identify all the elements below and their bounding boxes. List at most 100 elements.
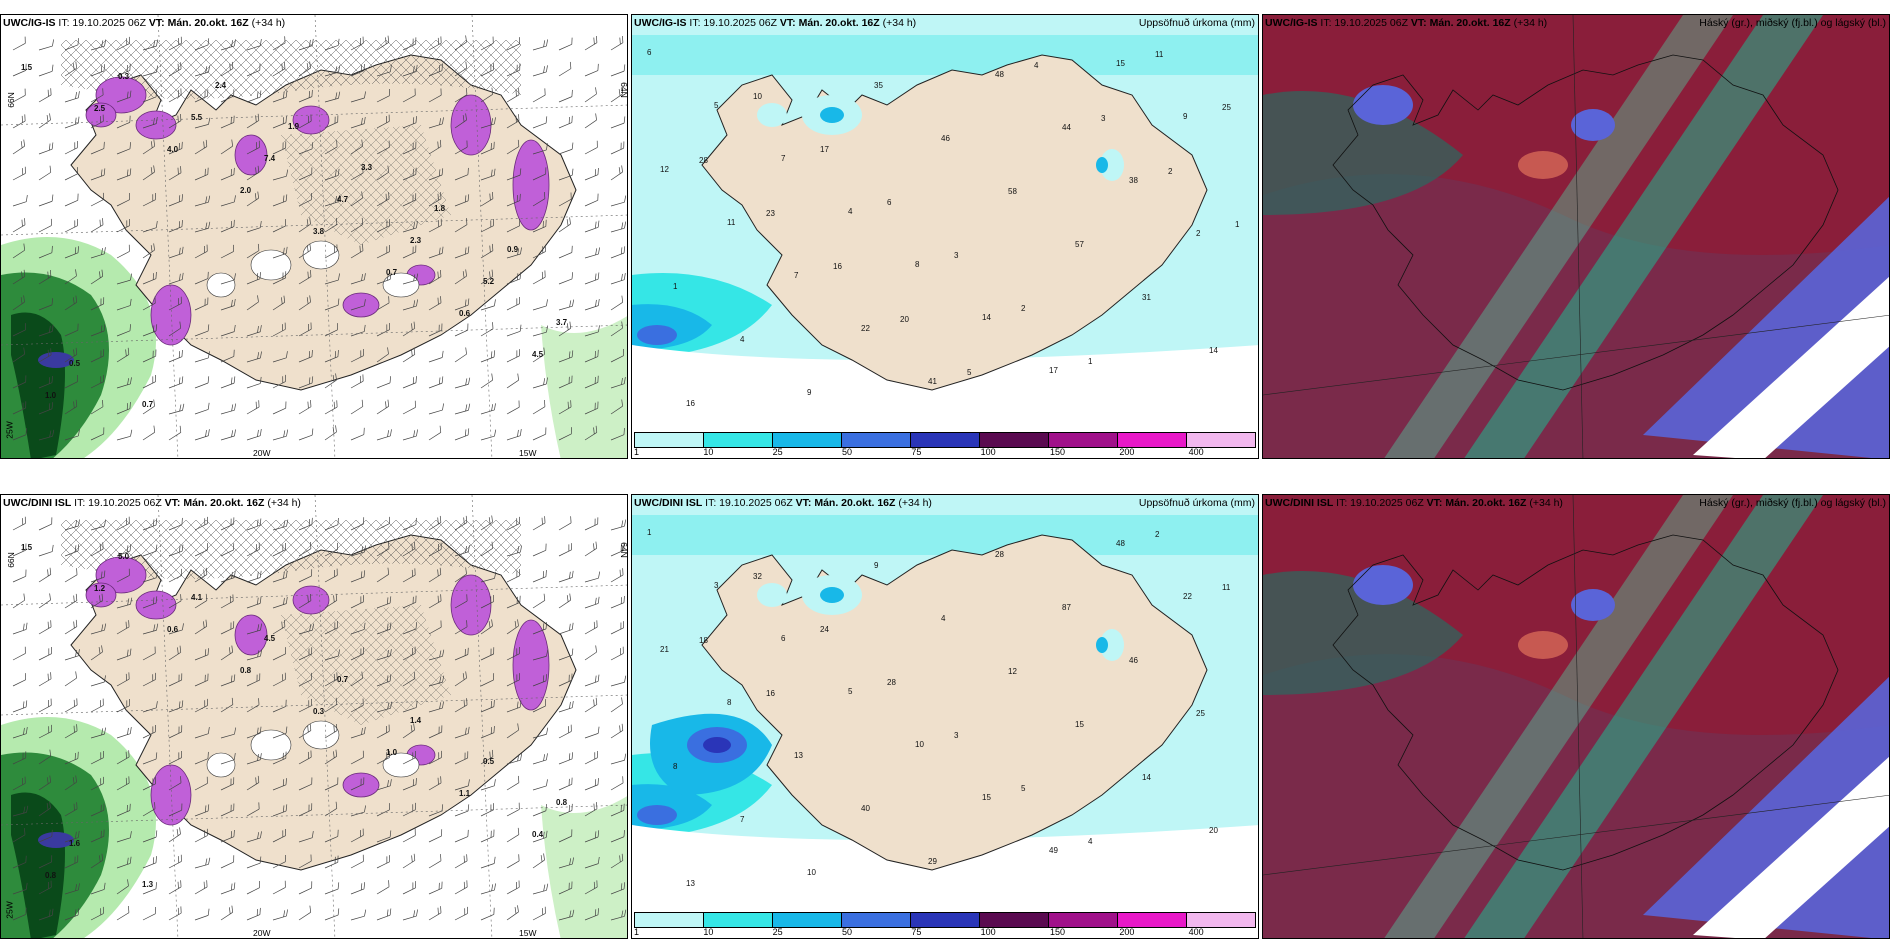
legend-swatch — [1118, 913, 1187, 927]
precip-label: 25 — [1222, 103, 1231, 112]
precip-label: 20 — [900, 315, 909, 324]
precip-label: 3 — [954, 731, 959, 740]
precip-label: 15 — [982, 793, 991, 802]
legend-swatch — [704, 433, 773, 447]
precip-label: 2 — [1155, 530, 1160, 539]
precip-label: 5 — [967, 368, 972, 377]
axis-lon-25w: 25W — [4, 421, 15, 439]
legend-swatch — [911, 913, 980, 927]
precip-label: 46 — [1129, 656, 1138, 665]
precip-label: 12 — [660, 165, 669, 174]
wind-label: 3.3 — [361, 163, 373, 172]
precip-label: 11 — [727, 218, 736, 227]
precip-label: 9 — [1183, 112, 1188, 121]
wind-label: 0.6 — [167, 625, 179, 634]
precip-label: 46 — [941, 134, 950, 143]
cloud-map — [1263, 15, 1889, 458]
precip-label: 17 — [1049, 366, 1058, 375]
panel-r2c2: UWC/DINI ISL IT: 19.10.2025 06Z VT: Mán.… — [631, 494, 1259, 939]
wind-label: 1.9 — [288, 122, 300, 131]
wind-label: 2.3 — [410, 236, 422, 245]
legend-swatch — [911, 433, 980, 447]
legend-tick-label: 400 — [1188, 447, 1204, 457]
precip-label: 48 — [995, 70, 1004, 79]
panel-r2c3: UWC/DINI ISL IT: 19.10.2025 06Z VT: Mán.… — [1262, 494, 1890, 939]
precip-label: 2 — [1196, 229, 1201, 238]
wind-label: 0.6 — [459, 309, 471, 318]
precip-label: 13 — [686, 879, 695, 888]
precip-label: 14 — [1142, 773, 1151, 782]
panel-variable-label: Háský (gr.), miðský (fj.bl.) og lágský (… — [1699, 497, 1886, 509]
wind-label: 5.2 — [483, 277, 495, 286]
legend-tick-label: 1 — [634, 927, 640, 937]
precip-label: 87 — [1062, 603, 1071, 612]
wind-map: 1.5 1.2 0.6 0.8 0.3 1.0 1.1 0.4 0.8 5.0 4.1 4.5 0.7 1… — [1, 495, 627, 938]
precip-label: 15 — [1116, 59, 1125, 68]
precip-label: 40 — [861, 804, 870, 813]
panel-r1c3: UWC/IG-IS IT: 19.10.2025 06Z VT: Mán. 20… — [1262, 14, 1890, 459]
legend-swatch — [842, 433, 911, 447]
precip-label: 22 — [861, 324, 870, 333]
axis-lon-20w: 20W — [253, 928, 271, 938]
precip-label: 4 — [941, 614, 946, 623]
legend-swatch — [980, 913, 1049, 927]
precip-label: 9 — [807, 388, 812, 397]
precip-label: 5 — [1021, 784, 1026, 793]
wind-label: 0.4 — [532, 830, 544, 839]
precip-label: 41 — [928, 377, 937, 386]
wind-label: 0.7 — [386, 268, 398, 277]
precip-label: 24 — [820, 625, 829, 634]
wind-label: 1.5 — [21, 63, 33, 72]
precip-label: 13 — [794, 751, 803, 760]
panel-variable-label: Háský (gr.), miðský (fj.bl.) og lágský (… — [1699, 17, 1886, 29]
wind-label: 1.5 — [21, 543, 33, 552]
axis-lat-64n: 64N — [618, 82, 628, 98]
legend-tick-label: 10 — [703, 447, 714, 457]
precip-label: 10 — [753, 92, 762, 101]
precip-label: 11 — [1222, 583, 1231, 592]
wind-label: 1.4 — [410, 716, 422, 725]
wind-label: 1.1 — [459, 789, 471, 798]
wind-label: 0.7 — [142, 400, 154, 409]
legend-tick-label: 25 — [772, 927, 783, 937]
axis-lon-25w: 25W — [4, 901, 15, 919]
precip-label: 38 — [1129, 176, 1138, 185]
precip-label: 6 — [781, 634, 786, 643]
precip-label: 2 — [1168, 167, 1173, 176]
wind-label: 7.4 — [264, 154, 276, 163]
legend-tick-label: 100 — [980, 447, 996, 457]
wind-label: 1.3 — [142, 880, 154, 889]
precip-label: 6 — [647, 48, 652, 57]
legend-tick-label: 50 — [842, 447, 853, 457]
legend-tick-label: 150 — [1050, 447, 1066, 457]
wind-label: 0.5 — [483, 757, 495, 766]
precip-label: 48 — [1116, 539, 1125, 548]
precip-label: 44 — [1062, 123, 1071, 132]
wind-label: 2.5 — [94, 104, 106, 113]
precip-label: 4 — [1034, 61, 1039, 70]
precip-label: 6 — [887, 198, 892, 207]
precip-label: 23 — [766, 209, 775, 218]
precip-label: 5 — [714, 101, 719, 110]
precip-label: 12 — [1008, 667, 1017, 676]
precip-label: 4 — [740, 335, 745, 344]
legend-swatch — [635, 433, 704, 447]
precip-label: 14 — [1209, 346, 1218, 355]
legend-swatch — [980, 433, 1049, 447]
wind-label: 0.9 — [507, 245, 519, 254]
precip-label: 15 — [1075, 720, 1084, 729]
precip-label: 1 — [673, 282, 678, 291]
wind-label: 4.0 — [167, 145, 179, 154]
legend-tick-label: 150 — [1050, 927, 1066, 937]
precip-legend: 1 10 25 50 75 100 150 200 400 — [632, 428, 1258, 458]
wind-label: 3.7 — [556, 318, 568, 327]
wind-label: 2.0 — [240, 186, 252, 195]
legend-bar — [634, 912, 1256, 928]
wind-label: 3.8 — [313, 227, 325, 236]
axis-lat-66n: 66N — [5, 92, 16, 108]
legend-swatch — [635, 913, 704, 927]
wind-label: 0.7 — [337, 675, 349, 684]
wind-label: 4.1 — [191, 593, 203, 602]
precip-label: 28 — [995, 550, 1004, 559]
legend-swatch — [704, 913, 773, 927]
